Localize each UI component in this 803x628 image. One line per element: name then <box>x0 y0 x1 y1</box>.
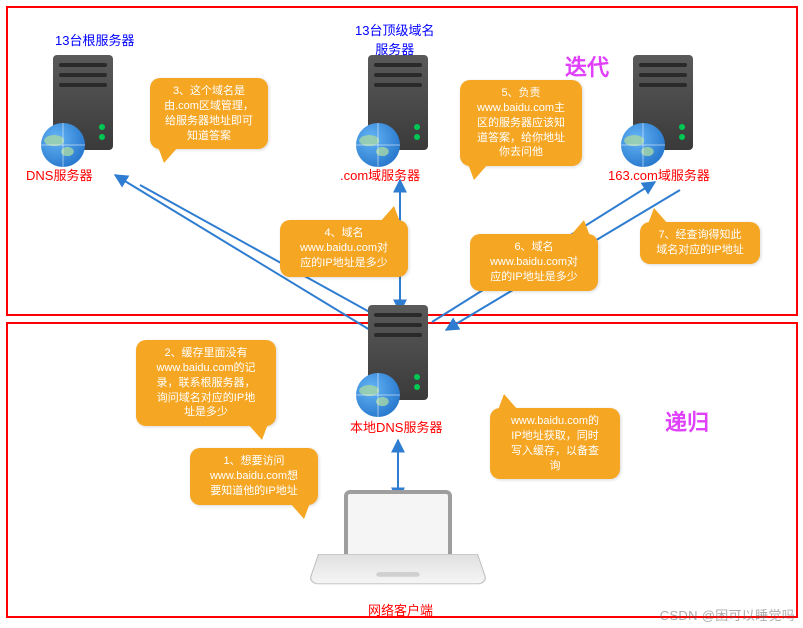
caption-tld-count: 13台顶级域名 服务器 <box>355 20 434 58</box>
callout-3: 3、这个域名是 由.com区域管理， 给服务器地址即可 知道答案 <box>150 78 268 149</box>
callout-5: 5、负责 www.baidu.com主 区的服务器应该知 道答案，给你地址 你去… <box>460 80 582 166</box>
caption-com: .com域服务器 <box>340 165 420 184</box>
caption-163: 163.com域服务器 <box>608 165 710 184</box>
caption-local: 本地DNS服务器 <box>350 417 442 436</box>
callout-6: 6、域名 www.baidu.com对 应的IP地址是多少 <box>470 234 598 291</box>
iterative-label: 迭代 <box>565 50 609 82</box>
callout-8: www.baidu.com的 IP地址获取，同时 写入缓存，以备查 询 <box>490 408 620 479</box>
caption-dns: DNS服务器 <box>26 165 92 184</box>
callout-4: 4、域名 www.baidu.com对 应的IP地址是多少 <box>280 220 408 277</box>
tld-com-server <box>360 55 440 165</box>
ns-163-server <box>625 55 705 165</box>
callout-1: 1、想要访问 www.baidu.com想 要知道他的IP地址 <box>190 448 318 505</box>
local-dns-server <box>360 305 440 415</box>
caption-root-count: 13台根服务器 <box>55 30 134 49</box>
client-laptop <box>318 490 478 600</box>
callout-7: 7、经查询得知此 域名对应的IP地址 <box>640 222 760 264</box>
caption-client: 网络客户端 <box>368 600 433 619</box>
recursive-label: 递归 <box>665 405 709 437</box>
callout-2: 2、缓存里面没有 www.baidu.com的记 录，联系根服务器， 询问域名对… <box>136 340 276 426</box>
root-dns-server <box>45 55 125 165</box>
watermark: CSDN @困可以睡觉吗 <box>660 605 795 624</box>
